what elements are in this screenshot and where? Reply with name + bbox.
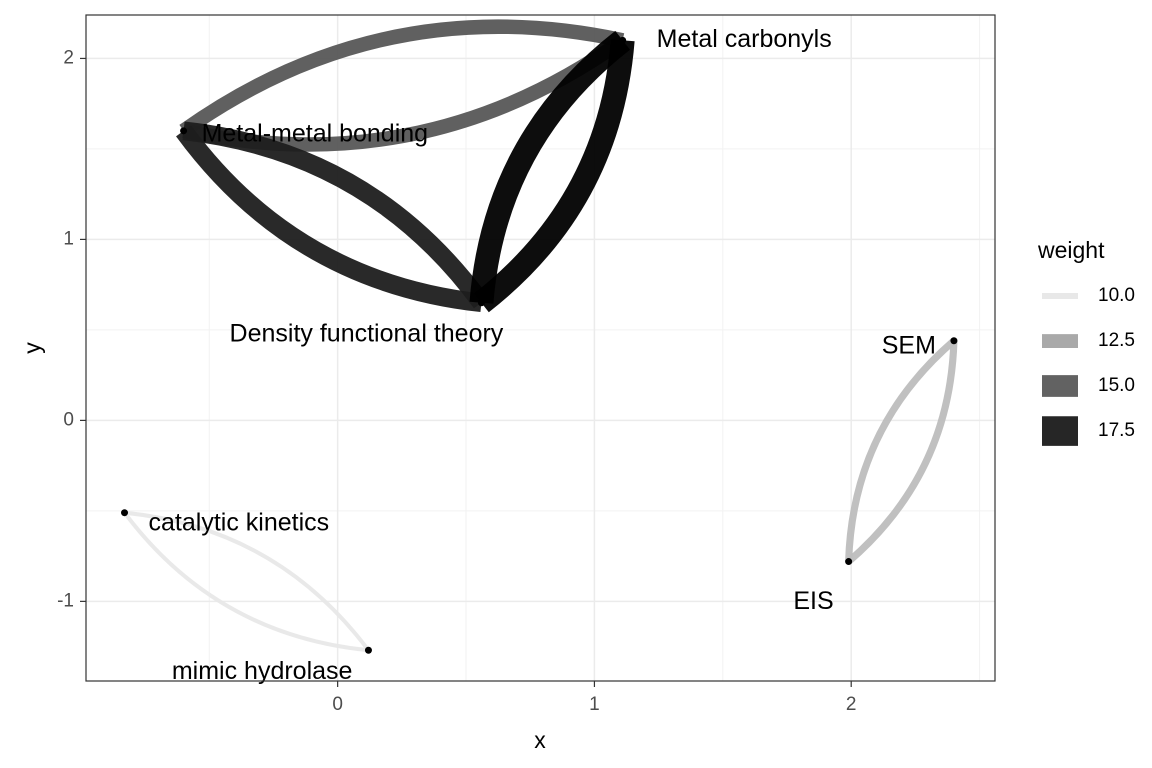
edges	[122, 19, 958, 653]
y-tick-label: 2	[63, 47, 74, 68]
legend-title: weight	[1037, 237, 1105, 263]
y-tick-label: -1	[57, 590, 74, 611]
legend: weight 10.0 12.5 15.0 17.5	[1037, 237, 1135, 453]
node-label: SEM	[882, 331, 936, 359]
edge-arc	[182, 121, 489, 309]
node-label: Metal carbonyls	[657, 25, 832, 53]
node-point	[845, 558, 853, 566]
edge-arc	[474, 39, 635, 313]
node-label: catalytic kinetics	[149, 508, 330, 536]
node-labels: Metal carbonyls Metal-metal bonding Densit…	[149, 25, 936, 685]
edge-arc	[179, 19, 625, 137]
node-point	[477, 299, 485, 307]
legend-label: 12.5	[1098, 330, 1135, 351]
x-axis-title: x	[534, 727, 546, 753]
edge-arc	[122, 511, 369, 653]
node-point	[619, 36, 627, 44]
y-tick-label: 0	[63, 409, 74, 430]
edge-arc	[846, 340, 958, 565]
y-axis-title: y	[19, 342, 45, 354]
y-tick-label: 1	[63, 228, 74, 249]
edge-arc	[845, 338, 957, 562]
plot-border	[85, 14, 996, 682]
legend-label: 17.5	[1098, 420, 1135, 441]
legend-label: 15.0	[1098, 375, 1135, 396]
legend-label: 10.0	[1098, 285, 1135, 306]
x-tick-label: 0	[332, 694, 343, 715]
node-label: mimic hydrolase	[172, 657, 353, 685]
node-point	[364, 646, 372, 654]
node-point	[950, 337, 958, 345]
node-point	[180, 127, 188, 135]
edge-arc	[176, 125, 483, 313]
x-tick-label: 1	[589, 694, 600, 715]
node-label: Metal-metal bonding	[202, 119, 429, 147]
x-tick-label: 2	[846, 694, 857, 715]
y-axis: -1 0 1 2	[57, 47, 86, 611]
edge-arc	[124, 510, 371, 652]
node-point	[121, 509, 129, 517]
node-label: EIS	[793, 587, 833, 615]
x-axis: 0 1 2	[332, 681, 856, 715]
nodes	[121, 36, 958, 654]
edge-arc	[469, 30, 631, 304]
node-label: Density functional theory	[230, 319, 504, 347]
